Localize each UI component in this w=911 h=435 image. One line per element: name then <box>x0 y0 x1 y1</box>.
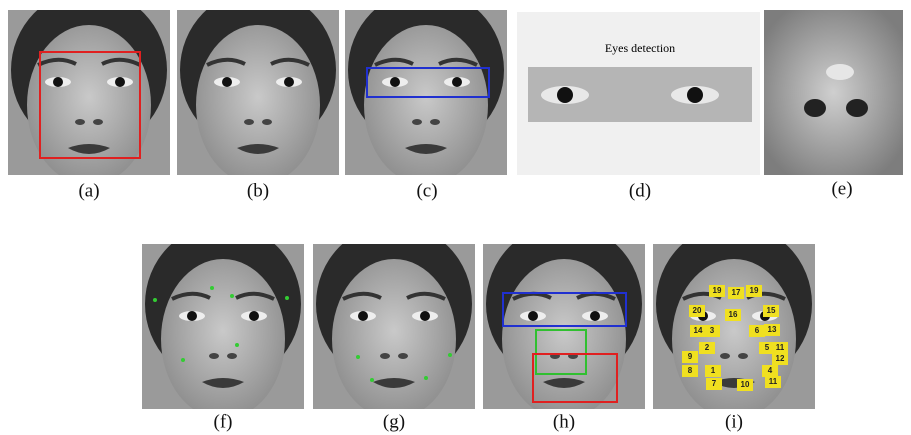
landmark-label: 1 <box>711 366 716 375</box>
landmark-dot <box>285 296 289 300</box>
landmark-label: 15 <box>767 306 776 315</box>
landmark-dot <box>230 294 234 298</box>
face-image <box>177 0 339 185</box>
landmark-label: 14 <box>694 326 703 335</box>
nose-image <box>764 10 903 175</box>
landmark-label: 7 <box>712 379 717 388</box>
landmark-label: 13 <box>768 325 777 334</box>
nostril <box>846 99 868 117</box>
panel-label: (d) <box>629 180 651 201</box>
landmark-label: 9 <box>688 352 693 361</box>
landmark-dot <box>235 343 239 347</box>
landmark-label: 5 <box>765 343 770 352</box>
pupil <box>687 87 703 103</box>
panel-label: (c) <box>416 180 437 201</box>
landmark-label: 4 <box>768 366 773 375</box>
landmark-dot <box>370 378 374 382</box>
landmark-dot <box>424 376 428 380</box>
panel-label: (e) <box>831 178 852 199</box>
panel-label: (a) <box>78 180 99 201</box>
face-image <box>142 224 304 419</box>
face-image <box>345 0 507 185</box>
panel-label: (f) <box>214 411 233 432</box>
landmark-label: 19 <box>750 286 759 295</box>
landmark-label: 11 <box>769 377 778 386</box>
landmark-label: 19 <box>713 286 722 295</box>
landmark-label: 8 <box>688 366 693 375</box>
landmark-label: 10 <box>741 380 750 389</box>
pupil <box>557 87 573 103</box>
face-image <box>313 224 475 419</box>
panel-label: (h) <box>553 411 575 432</box>
landmark-label: 12 <box>776 354 785 363</box>
panel-label: (b) <box>247 180 269 201</box>
face-image <box>653 224 815 419</box>
landmark-dot <box>181 358 185 362</box>
landmark-dot <box>153 298 157 302</box>
landmark-label: 16 <box>729 310 738 319</box>
landmark-label: 20 <box>693 306 702 315</box>
face-image <box>483 224 645 419</box>
landmark-label: 3 <box>710 326 715 335</box>
landmark-label: 11 <box>776 343 785 352</box>
landmark-dot <box>356 355 360 359</box>
figure: (a)(b)(c)(d)(e)(f)(g)(h)(i)1917192016151… <box>0 0 911 435</box>
eyes-detection-title: Eyes detection <box>605 41 675 55</box>
panel-label: (i) <box>725 411 743 432</box>
landmark-dot <box>210 286 214 290</box>
landmark-dot <box>448 353 452 357</box>
landmark-label: 2 <box>705 343 710 352</box>
highlight <box>826 64 854 80</box>
nostril <box>804 99 826 117</box>
landmark-label: 6 <box>755 326 760 335</box>
landmark-label: 17 <box>732 288 741 297</box>
panel-label: (g) <box>383 411 405 432</box>
